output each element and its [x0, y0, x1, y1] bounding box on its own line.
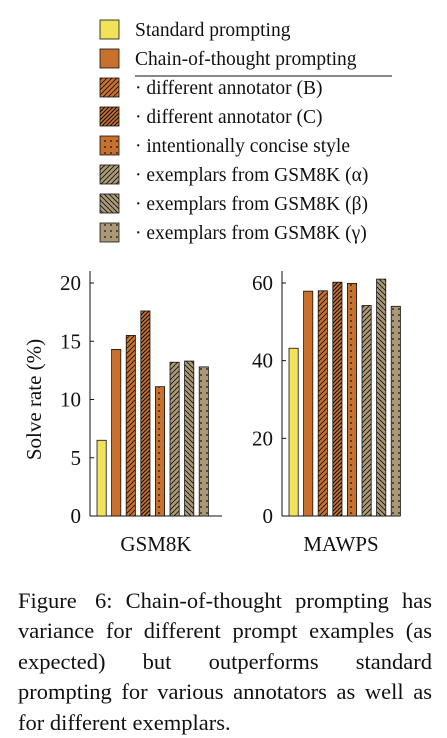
legend-item: · exemplars from GSM8K (γ) [99, 222, 367, 244]
caption-text: Chain-of-thought prompting has variance … [18, 588, 433, 735]
x-axis-label: GSM8K [120, 532, 191, 556]
legend-label: Chain-of-thought prompting [135, 49, 357, 70]
legend-label: · exemplars from GSM8K (α) [135, 165, 368, 186]
bar [346, 282, 357, 517]
y-tick-label: 0 [71, 504, 82, 528]
legend-item: · different annotator (C) [99, 106, 323, 128]
y-tick-label: 15 [60, 329, 81, 353]
legend: Standard prompting Chain-of-thought promp… [99, 19, 392, 244]
bar [361, 305, 372, 517]
legend-item: Chain-of-thought prompting [99, 48, 392, 77]
legend-label: Standard prompting [135, 20, 291, 41]
y-tick-label: 10 [60, 388, 81, 412]
legend-swatch [99, 48, 120, 69]
legend-item: · exemplars from GSM8K (β) [99, 193, 368, 215]
bar [288, 347, 299, 517]
legend-label: · different annotator (C) [135, 107, 323, 128]
chart-panel-gsm8k: 0 5 10 15 20 GSM8K Solve rate (%) [22, 271, 222, 556]
bar [184, 360, 195, 517]
chart-panel-mawps: 0 20 40 60 MAWPS [252, 271, 401, 556]
bar [140, 310, 151, 517]
figure-caption: Figure 6: Chain-of-thought prompting has… [18, 586, 432, 738]
legend-swatch [99, 106, 120, 127]
y-axis-label: Solve rate (%) [22, 339, 46, 460]
bar [198, 366, 209, 517]
legend-swatch [99, 77, 120, 98]
y-tick-label: 5 [71, 446, 82, 470]
bar [303, 290, 314, 517]
bar [390, 305, 401, 517]
bar [376, 278, 387, 517]
bar [317, 290, 328, 517]
bar [125, 335, 136, 517]
caption-label: Figure 6: [18, 588, 113, 613]
legend-item: · exemplars from GSM8K (α) [99, 164, 368, 186]
x-axis-label: MAWPS [303, 532, 378, 556]
legend-item: · different annotator (B) [99, 77, 323, 99]
y-tick-label: 40 [252, 349, 273, 373]
legend-label: · exemplars from GSM8K (γ) [135, 223, 367, 244]
y-tick-label: 20 [60, 271, 81, 295]
legend-label: · exemplars from GSM8K (β) [135, 194, 368, 215]
bar [154, 386, 165, 517]
legend-item: Standard prompting [99, 19, 291, 41]
bar [332, 281, 343, 517]
bar [111, 349, 122, 517]
figure: Standard prompting Chain-of-thought promp… [22, 19, 401, 556]
chart-figure: Standard prompting Chain-of-thought promp… [22, 19, 401, 556]
legend-swatch [99, 164, 120, 185]
legend-label: · intentionally concise style [135, 136, 350, 157]
bar [169, 361, 180, 517]
legend-item: · intentionally concise style [99, 135, 350, 157]
legend-swatch [99, 193, 120, 214]
legend-swatch [99, 135, 120, 156]
bar [96, 439, 107, 517]
y-tick-label: 60 [252, 271, 273, 295]
legend-swatch [99, 222, 120, 243]
y-tick-label: 0 [263, 504, 274, 528]
chart-panels: 0 5 10 15 20 GSM8K Solve rate (%) 0 20 40 60 MAWPS [22, 271, 401, 556]
y-tick-label: 20 [252, 426, 273, 450]
legend-swatch [99, 19, 120, 40]
legend-label: · different annotator (B) [135, 78, 323, 99]
